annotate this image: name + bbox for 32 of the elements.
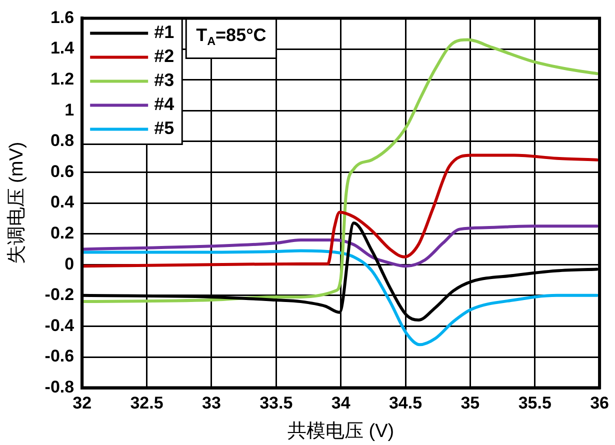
legend-label: #3 <box>154 70 174 90</box>
x-tick-label: 34.5 <box>388 394 422 413</box>
y-tick-label: 1.6 <box>50 8 74 27</box>
x-tick-label: 32.5 <box>130 394 164 413</box>
legend-label: #2 <box>154 46 174 66</box>
legend-label: #1 <box>154 22 174 42</box>
y-tick-label: 0.6 <box>50 162 74 181</box>
y-tick-label: 1.4 <box>50 38 75 58</box>
x-tick-label: 34 <box>331 394 351 413</box>
y-tick-label: 0 <box>64 254 74 274</box>
y-tick-label: 0.8 <box>50 131 74 150</box>
y-tick-label: 0.4 <box>50 192 75 212</box>
y-axis-title: 失调电压 (mV) <box>6 142 28 264</box>
line-series <box>82 154 598 268</box>
x-tick-label: 33.5 <box>260 394 293 413</box>
x-axis-title: 共模电压 (V) <box>288 420 394 442</box>
y-tick-label: -0.2 <box>44 285 74 304</box>
y-tick-label: 1.2 <box>50 69 74 88</box>
y-tick-label: 0.2 <box>50 223 74 242</box>
y-tick-label: -0.8 <box>44 377 74 396</box>
line-series <box>82 224 598 268</box>
y-tick-label: -0.6 <box>44 346 74 366</box>
x-tick-label: 35 <box>460 394 480 413</box>
legend-label: #5 <box>154 118 174 138</box>
x-tick-label: 35.5 <box>518 394 552 413</box>
x-tick-label: 33 <box>202 394 221 413</box>
x-tick-label: 32 <box>72 394 92 413</box>
legend-label: #4 <box>154 94 174 114</box>
y-tick-label: -0.4 <box>44 316 75 335</box>
x-tick-label: 36 <box>590 394 610 413</box>
line-series <box>82 249 598 346</box>
y-tick-label: 1 <box>64 100 74 120</box>
